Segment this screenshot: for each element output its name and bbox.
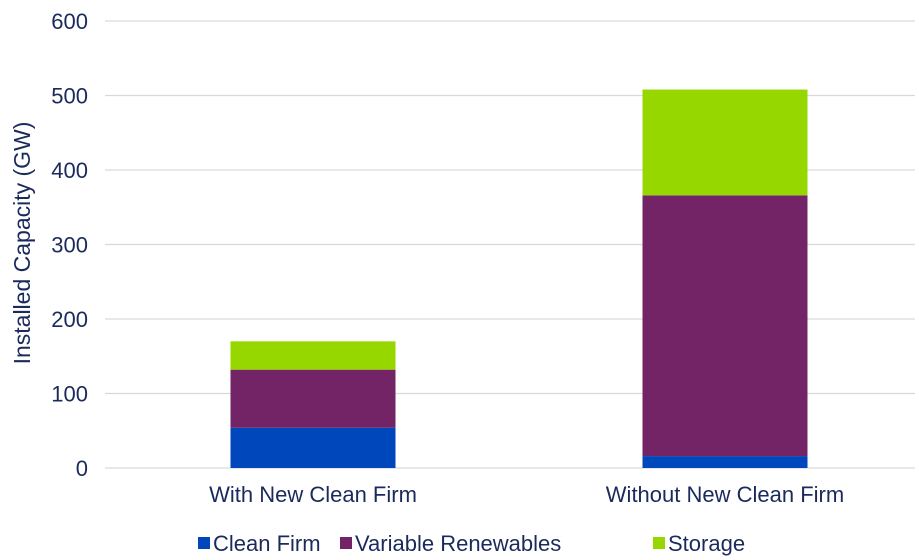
legend-swatch [198, 537, 210, 549]
legend-label: Variable Renewables [355, 531, 561, 556]
bar-segment-storage-1 [642, 89, 808, 196]
y-tick-label: 400 [51, 158, 88, 183]
y-tick-label: 100 [51, 382, 88, 407]
y-axis-ticks: 0 100 200 300 400 500 600 [51, 9, 88, 481]
legend-item-storage: Storage [653, 531, 745, 556]
y-tick-label: 0 [76, 456, 88, 481]
legend-item-variable-renewables: Variable Renewables [340, 531, 561, 556]
y-tick-label: 600 [51, 9, 88, 34]
bar-segment-clean-firm-1 [642, 456, 808, 468]
x-tick-label: Without New Clean Firm [606, 482, 844, 507]
bar-segment-clean-firm-0 [230, 427, 396, 468]
bars [230, 89, 808, 468]
legend-swatch [653, 537, 665, 549]
y-tick-label: 200 [51, 307, 88, 332]
y-tick-label: 500 [51, 84, 88, 109]
x-tick-label: With New Clean Firm [209, 482, 417, 507]
legend-swatch [340, 537, 352, 549]
legend-item-clean-firm: Clean Firm [198, 531, 321, 556]
x-axis-ticks: With New Clean Firm Without New Clean Fir… [209, 482, 844, 507]
legend-label: Clean Firm [213, 531, 321, 556]
legend-label: Storage [668, 531, 745, 556]
y-tick-label: 300 [51, 233, 88, 258]
legend: Clean Firm Variable Renewables Storage [198, 531, 745, 556]
y-axis-label: Installed Capacity (GW) [9, 122, 35, 365]
bar-segment-variable-renewables-0 [230, 369, 396, 428]
bar-segment-variable-renewables-1 [642, 195, 808, 457]
bar-segment-storage-0 [230, 341, 396, 370]
